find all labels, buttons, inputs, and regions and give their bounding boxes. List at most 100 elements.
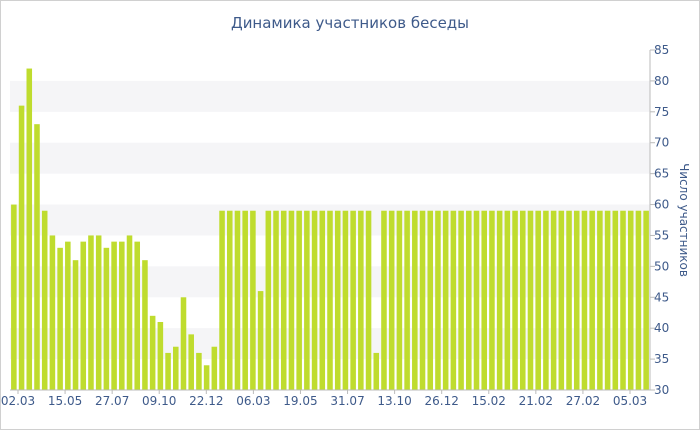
bar xyxy=(203,365,210,390)
bar xyxy=(519,210,526,390)
y-tick-label: 55 xyxy=(654,228,669,242)
bar xyxy=(504,210,511,390)
y-tick-label: 50 xyxy=(654,259,669,273)
y-tick-label: 45 xyxy=(654,290,669,304)
y-tick-label: 75 xyxy=(654,105,669,119)
bar xyxy=(165,352,171,390)
x-tick-label: 02.03 xyxy=(1,394,35,408)
y-tick-label: 35 xyxy=(654,352,669,366)
bar xyxy=(103,247,110,390)
bar xyxy=(566,210,572,390)
bar xyxy=(396,210,403,390)
bar xyxy=(57,247,63,390)
grid-band xyxy=(10,142,650,174)
bar xyxy=(558,210,565,390)
bars xyxy=(11,68,649,391)
bar xyxy=(450,210,457,390)
bar xyxy=(589,210,595,390)
bar xyxy=(242,210,248,390)
chart-title: Динамика участников беседы xyxy=(230,14,470,32)
bar xyxy=(288,210,295,390)
grid-band xyxy=(10,80,650,112)
bar xyxy=(620,210,626,390)
bar xyxy=(80,241,87,390)
bar xyxy=(18,105,25,391)
x-tick-label: 27.07 xyxy=(95,394,129,408)
y-tick-label: 65 xyxy=(654,167,669,181)
y-ticks: 30 35 40 45 50 55 60 65 70 75 80 85 xyxy=(650,43,669,397)
x-tick-label: 21.02 xyxy=(519,394,553,408)
bar xyxy=(157,322,164,390)
y-axis-label: Число участников xyxy=(677,163,691,277)
bar xyxy=(481,210,487,390)
bar xyxy=(466,210,472,390)
bar xyxy=(111,241,117,390)
bar xyxy=(265,210,272,390)
y-tick-label: 70 xyxy=(654,136,669,150)
bar xyxy=(196,352,202,390)
x-tick-label: 15.05 xyxy=(48,394,82,408)
bar xyxy=(535,210,541,390)
bar xyxy=(142,260,148,390)
bar xyxy=(250,210,256,390)
bar xyxy=(49,235,56,390)
y-tick-label: 40 xyxy=(654,321,669,335)
bar xyxy=(219,210,225,390)
bar xyxy=(489,210,495,390)
x-tick-label: 05.03 xyxy=(613,394,647,408)
x-ticks: 02.03 15.05 27.07 09.10 22.12 06.03 19.05 31.07… xyxy=(1,390,647,408)
bar xyxy=(412,210,418,390)
x-tick-label: 31.07 xyxy=(330,394,364,408)
bar xyxy=(188,334,194,390)
bar xyxy=(373,352,380,390)
bar xyxy=(311,210,318,390)
bar xyxy=(597,210,603,390)
bar xyxy=(342,210,349,390)
y-tick-label: 30 xyxy=(654,383,669,397)
bar xyxy=(458,210,464,390)
bar xyxy=(173,346,179,390)
x-tick-label: 22.12 xyxy=(189,394,223,408)
bar xyxy=(327,210,333,390)
bar xyxy=(512,210,518,390)
bar xyxy=(543,210,549,390)
bar xyxy=(427,210,434,390)
bar xyxy=(404,210,410,390)
x-tick-label: 09.10 xyxy=(142,394,176,408)
bar xyxy=(473,210,480,390)
y-tick-label: 85 xyxy=(654,43,669,57)
bar xyxy=(550,210,557,390)
bar xyxy=(573,210,580,390)
bar xyxy=(11,204,17,390)
x-tick-label: 19.05 xyxy=(283,394,317,408)
bar xyxy=(280,210,287,390)
bar xyxy=(581,210,588,390)
bar xyxy=(180,297,187,390)
bar xyxy=(88,235,94,390)
bar xyxy=(41,210,48,390)
bar xyxy=(435,210,441,390)
bar xyxy=(65,241,71,390)
x-tick-label: 27.02 xyxy=(566,394,600,408)
bar xyxy=(34,124,40,390)
x-tick-label: 15.02 xyxy=(472,394,506,408)
bar xyxy=(126,235,133,390)
bar xyxy=(604,210,611,390)
y-tick-label: 80 xyxy=(654,74,669,88)
bar xyxy=(319,210,326,390)
bar xyxy=(149,315,156,390)
y-tick-label: 60 xyxy=(654,198,669,212)
bar xyxy=(296,210,302,390)
bar xyxy=(95,235,102,390)
bar xyxy=(627,210,634,390)
bar xyxy=(234,210,241,390)
x-tick-label: 26.12 xyxy=(425,394,459,408)
bar xyxy=(134,241,141,390)
bar xyxy=(358,210,364,390)
bar xyxy=(119,241,125,390)
bar xyxy=(419,210,426,390)
bar xyxy=(496,210,503,390)
bar xyxy=(388,210,395,390)
bar xyxy=(612,210,619,390)
